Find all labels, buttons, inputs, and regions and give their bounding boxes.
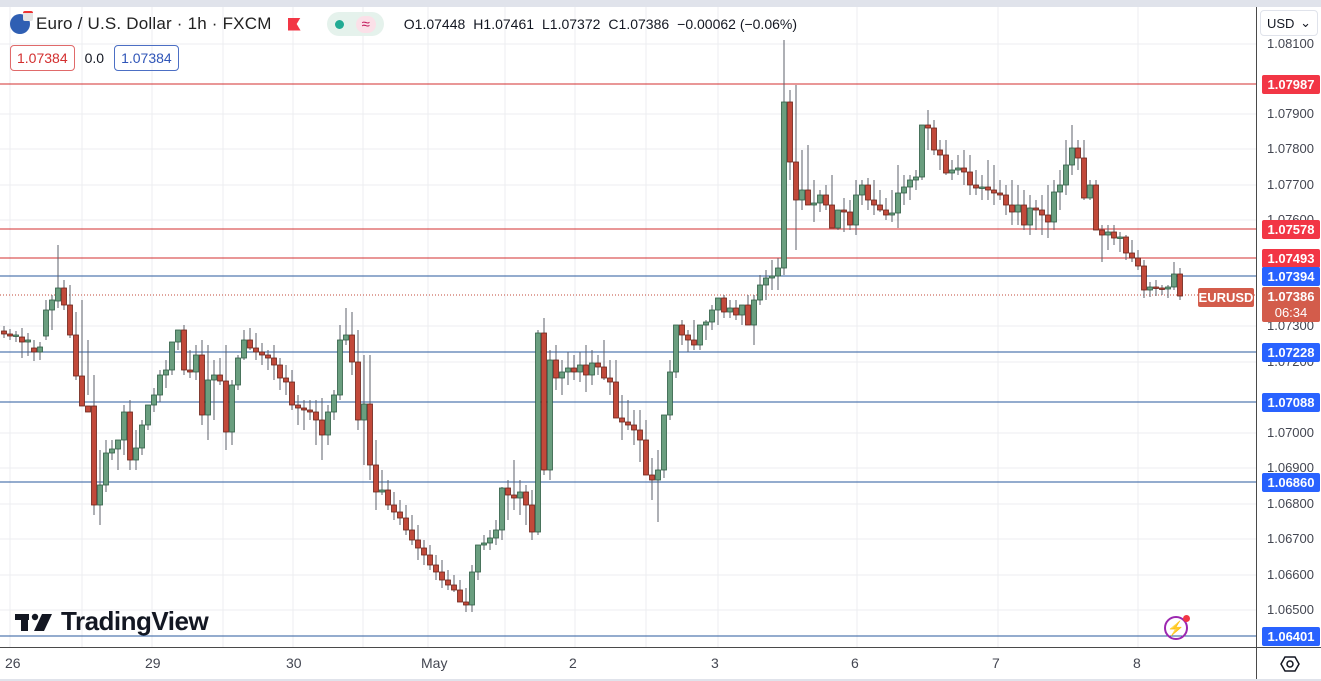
spread-value: 0.0: [84, 50, 105, 66]
settings-hexagon-icon: [1279, 656, 1300, 672]
date-label: 8: [1133, 655, 1141, 671]
price-tick: 1.07000: [1267, 425, 1314, 440]
sell-button[interactable]: 1.07384: [10, 45, 75, 71]
change-value: −0.00062 (−0.06%): [677, 16, 798, 32]
symbol-title[interactable]: Euro / U.S. Dollar · 1h · FXCM: [36, 14, 272, 33]
level-price-tag: 1.07394: [1262, 267, 1320, 286]
date-label: May: [421, 655, 448, 671]
trade-bar: 1.07384 0.0 1.07384: [10, 45, 179, 71]
price-axis[interactable]: [1256, 7, 1321, 647]
price-tick: 1.06500: [1267, 602, 1314, 617]
candlestick-chart[interactable]: [0, 7, 1256, 647]
low-value: L1.07372: [542, 16, 601, 32]
open-value: O1.07448: [403, 16, 466, 32]
market-open-dot-icon: [334, 19, 344, 29]
date-label: 29: [145, 655, 161, 671]
symbol-legend: Euro / U.S. Dollar · 1h · FXCM ≈ O1.0744…: [10, 11, 797, 36]
current-price: 1.07386: [1267, 289, 1315, 304]
date-label: 2: [569, 655, 577, 671]
level-price-tag: 1.07088: [1262, 393, 1320, 412]
top-border: [0, 0, 1321, 7]
logo-text: TradingView: [61, 606, 209, 636]
price-tick: 1.06600: [1267, 567, 1314, 582]
close-value: C1.07386: [608, 16, 670, 32]
chart-pane[interactable]: [0, 7, 1256, 647]
currency-label: USD: [1267, 15, 1295, 31]
market-status-pill[interactable]: ≈: [326, 12, 384, 36]
date-label: 7: [992, 655, 1000, 671]
level-price-tag: 1.07987: [1262, 75, 1320, 94]
level-price-tag: 1.06401: [1262, 627, 1320, 646]
tradingview-logo[interactable]: TradingView: [15, 606, 209, 637]
level-price-tag: 1.07578: [1262, 220, 1320, 239]
current-price-tag: 1.07386 06:34: [1262, 287, 1320, 322]
bar-countdown: 06:34: [1274, 305, 1308, 320]
ohlc-values: O1.07448 H1.07461 L1.07372 C1.07386 −0.0…: [404, 16, 797, 32]
date-label: 6: [851, 655, 859, 671]
buy-button[interactable]: 1.07384: [114, 45, 179, 71]
bottom-border: [0, 679, 1321, 681]
level-price-tag: 1.07493: [1262, 249, 1320, 268]
price-tick: 1.06900: [1267, 460, 1314, 475]
price-tick: 1.06800: [1267, 496, 1314, 511]
date-label: 30: [286, 655, 302, 671]
chevron-down-icon: ⌄: [1300, 15, 1311, 30]
time-axis[interactable]: [0, 647, 1256, 680]
price-tick: 1.07700: [1267, 177, 1314, 192]
date-label: 3: [711, 655, 719, 671]
price-tick: 1.07900: [1267, 106, 1314, 121]
price-tick: 1.07800: [1267, 141, 1314, 156]
symbol-price-tag: EURUSD: [1198, 288, 1254, 307]
lightning-alert-icon[interactable]: ⚡: [1164, 615, 1190, 640]
price-tick: 1.08100: [1267, 36, 1314, 51]
wave-icon: ≈: [355, 15, 376, 33]
date-label: 26: [5, 655, 21, 671]
chart-settings-button[interactable]: [1256, 647, 1321, 680]
level-price-tag: 1.06860: [1262, 473, 1320, 492]
tradingview-mark-icon: [15, 613, 52, 631]
level-price-tag: 1.07228: [1262, 343, 1320, 362]
price-tick: 1.06700: [1267, 531, 1314, 546]
high-value: H1.07461: [473, 16, 535, 32]
currency-select[interactable]: USD ⌄: [1260, 10, 1318, 36]
flag-icon[interactable]: [287, 17, 301, 31]
eur-usd-flag-icon: [10, 11, 33, 34]
